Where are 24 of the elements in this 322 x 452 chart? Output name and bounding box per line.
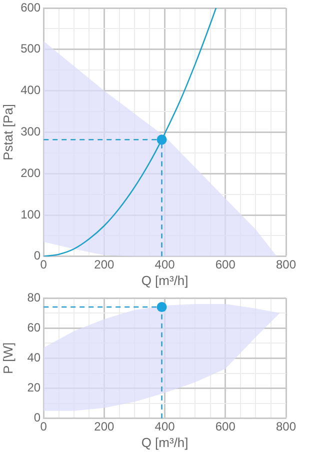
x-tick-label: 600: [215, 420, 236, 434]
y-tick-label: 500: [20, 42, 41, 56]
x-tick-label: 600: [215, 258, 236, 272]
x-tick-label: 800: [276, 420, 296, 434]
x-axis-title: Q [m³/h]: [141, 272, 188, 288]
y-tick-label: 60: [27, 320, 41, 334]
y-tick-label: 20: [27, 380, 41, 395]
y-tick-label: 0: [34, 410, 41, 425]
y-axis-title: P [W]: [0, 342, 16, 374]
y-tick-label: 600: [20, 0, 41, 14]
y-tick-label: 400: [20, 83, 41, 98]
x-axis-title: Q [m³/h]: [141, 434, 188, 450]
y-axis-title: Pstat [Pa]: [0, 104, 16, 160]
y-tick-label: 100: [20, 207, 41, 222]
x-tick-label: 400: [154, 258, 176, 272]
x-tick-label: 800: [276, 258, 296, 272]
y-tick-label: 0: [34, 248, 41, 263]
x-tick-label: 200: [94, 258, 115, 272]
x-tick-label: 200: [94, 420, 115, 434]
x-tick-label: 400: [154, 420, 176, 434]
y-tick-label: 80: [27, 290, 41, 304]
y-tick-label: 300: [20, 124, 41, 139]
y-tick-label: 40: [27, 350, 41, 365]
y-tick-label: 200: [20, 166, 41, 180]
